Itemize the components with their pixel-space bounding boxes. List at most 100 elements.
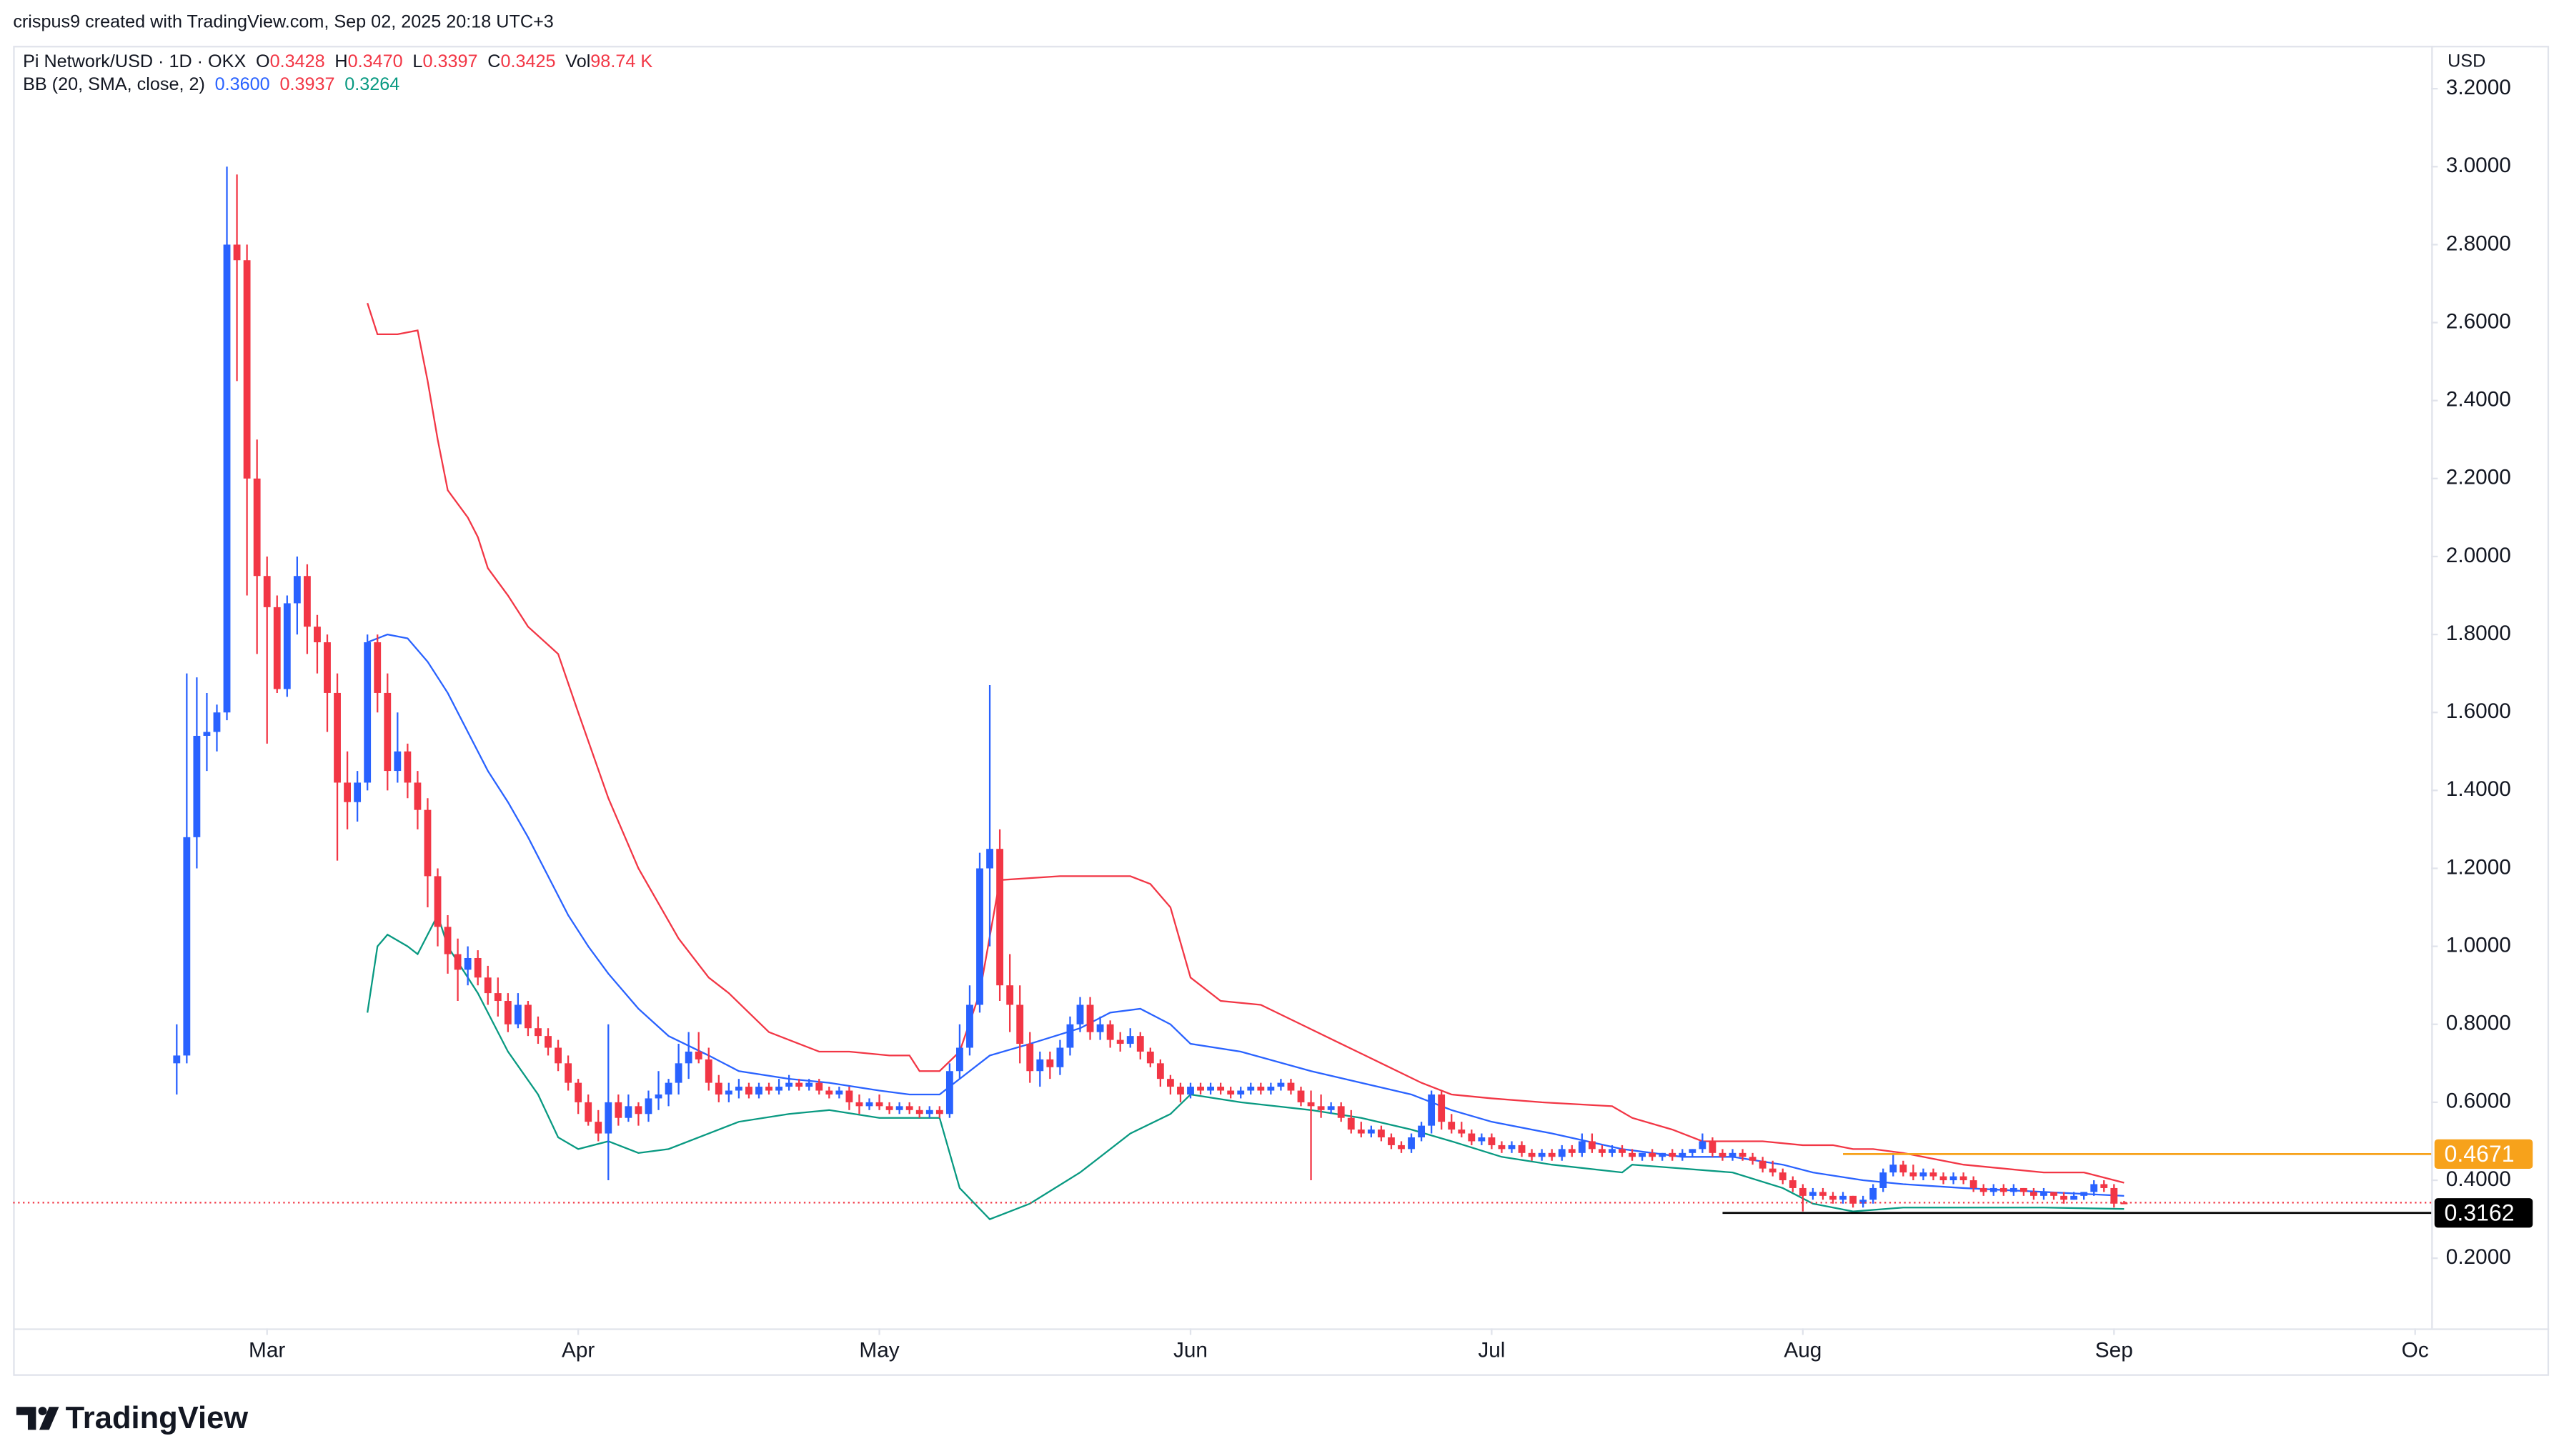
price-tag — [2434, 1139, 2533, 1170]
candle-body — [1799, 1187, 1807, 1196]
candle-body — [514, 1004, 522, 1024]
candle-body — [956, 1047, 963, 1072]
candle-body — [1709, 1141, 1716, 1153]
axes: 0.2000 0.4000 0.6000 0.8000 1.0000 1.2000 1.40… — [249, 76, 2533, 1362]
y-tick-label: 2.2000 — [2446, 466, 2511, 489]
candle-body — [1859, 1200, 1867, 1204]
candle-body — [1508, 1145, 1516, 1150]
candle-body — [905, 1106, 913, 1110]
candle-body — [2080, 1192, 2088, 1196]
candle-body — [1659, 1152, 1666, 1157]
x-tick-label: Jul — [1478, 1338, 1505, 1362]
candle-body — [374, 642, 382, 693]
candle-body — [1989, 1187, 1997, 1192]
ohlc-label: H — [334, 51, 347, 71]
y-tick-label: 2.4000 — [2446, 388, 2511, 412]
candle-body — [1488, 1137, 1496, 1145]
candle-body — [895, 1106, 903, 1110]
candle-body — [855, 1102, 863, 1107]
candle-body — [303, 576, 311, 627]
ohlc-label: O — [256, 51, 270, 71]
y-tick-label: 0.6000 — [2446, 1089, 2511, 1113]
candle-body — [2070, 1195, 2078, 1200]
candle-body — [1739, 1152, 1746, 1157]
candle-body — [2110, 1187, 2118, 1204]
candle-body — [996, 849, 1004, 986]
y-tick-label: 3.2000 — [2446, 76, 2511, 99]
candle-body — [1879, 1172, 1887, 1188]
candle-body — [1227, 1090, 1235, 1095]
ohlc-value: 98.74 K — [590, 51, 652, 71]
candle-body — [1829, 1195, 1837, 1200]
price-tag-label: 0.3162 — [2445, 1200, 2515, 1226]
indicator-name: BB (20, SMA, close, 2) — [23, 74, 205, 94]
candle-body — [444, 927, 452, 954]
y-tick-label: 2.6000 — [2446, 309, 2511, 333]
candle-body — [685, 1051, 692, 1064]
ohlc-value: 0.3397 — [422, 51, 477, 71]
candle-body — [735, 1087, 742, 1091]
candle-body — [263, 576, 271, 607]
candle-body — [1999, 1187, 2007, 1192]
candle-body — [454, 954, 462, 970]
x-tick-label: Oc — [2402, 1338, 2429, 1362]
candle-body — [1619, 1149, 1626, 1153]
candle-body — [1969, 1180, 1977, 1188]
price-tag — [2434, 1198, 2533, 1228]
currency[interactable]: USD — [2448, 51, 2485, 71]
currency-box[interactable] — [2434, 47, 2533, 77]
candle-body — [765, 1087, 772, 1091]
candle-body — [1418, 1125, 1425, 1138]
candle-body — [1388, 1137, 1395, 1145]
candle-body — [1669, 1152, 1676, 1157]
candle-body — [1116, 1039, 1124, 1044]
candle-body — [976, 868, 983, 1005]
candle-body — [314, 627, 321, 643]
candle-body — [1779, 1172, 1787, 1181]
y-tick-label: 1.6000 — [2446, 699, 2511, 723]
candle-body — [2040, 1192, 2047, 1196]
bollinger-line — [367, 633, 2125, 1197]
candle-body — [1237, 1090, 1245, 1095]
candle-body — [1056, 1047, 1064, 1067]
symbol: Pi Network/USD · 1D · OKX — [23, 51, 246, 71]
candle-body — [1006, 985, 1014, 1005]
ohlc-value: 0.3470 — [348, 51, 403, 71]
candle-body — [1839, 1195, 1847, 1200]
candle-body — [1939, 1176, 1947, 1181]
candle-body — [1026, 1044, 1034, 1072]
candle-body — [344, 782, 351, 802]
candle-body — [1016, 1004, 1024, 1044]
candle-body — [1909, 1172, 1917, 1177]
candle-body — [243, 260, 251, 479]
candle-body — [535, 1028, 542, 1037]
candle-body — [1819, 1192, 1827, 1196]
candle-body — [1538, 1152, 1546, 1157]
candle-body — [334, 692, 341, 783]
candle-body — [1689, 1149, 1696, 1153]
candle-body — [1959, 1176, 1967, 1181]
candle-body — [2100, 1184, 2108, 1188]
candle-body — [925, 1110, 933, 1115]
candle-body — [384, 692, 392, 772]
candle-body — [1649, 1152, 1656, 1157]
candle-body — [1297, 1090, 1305, 1102]
candle-body — [2019, 1187, 2027, 1192]
chart-frame — [13, 46, 2550, 1376]
y-tick-label: 1.2000 — [2446, 855, 2511, 879]
candle-body — [424, 809, 432, 877]
candle-body — [1929, 1172, 1937, 1177]
candle-body — [835, 1090, 843, 1095]
candle-body — [414, 782, 422, 810]
candle-body — [1679, 1152, 1686, 1157]
symbol-legend: Pi Network/USD · 1D · OKX O0.3428 H0.3470 L… — [23, 51, 652, 71]
price-tag-label: 0.4671 — [2445, 1141, 2515, 1167]
candle-body — [1548, 1152, 1556, 1157]
candle-body — [1217, 1087, 1225, 1091]
candle-body — [635, 1106, 642, 1115]
y-tick-label: 0.4000 — [2446, 1167, 2511, 1191]
candle-body — [394, 751, 402, 772]
indicator-value: 0.3264 — [344, 74, 399, 94]
